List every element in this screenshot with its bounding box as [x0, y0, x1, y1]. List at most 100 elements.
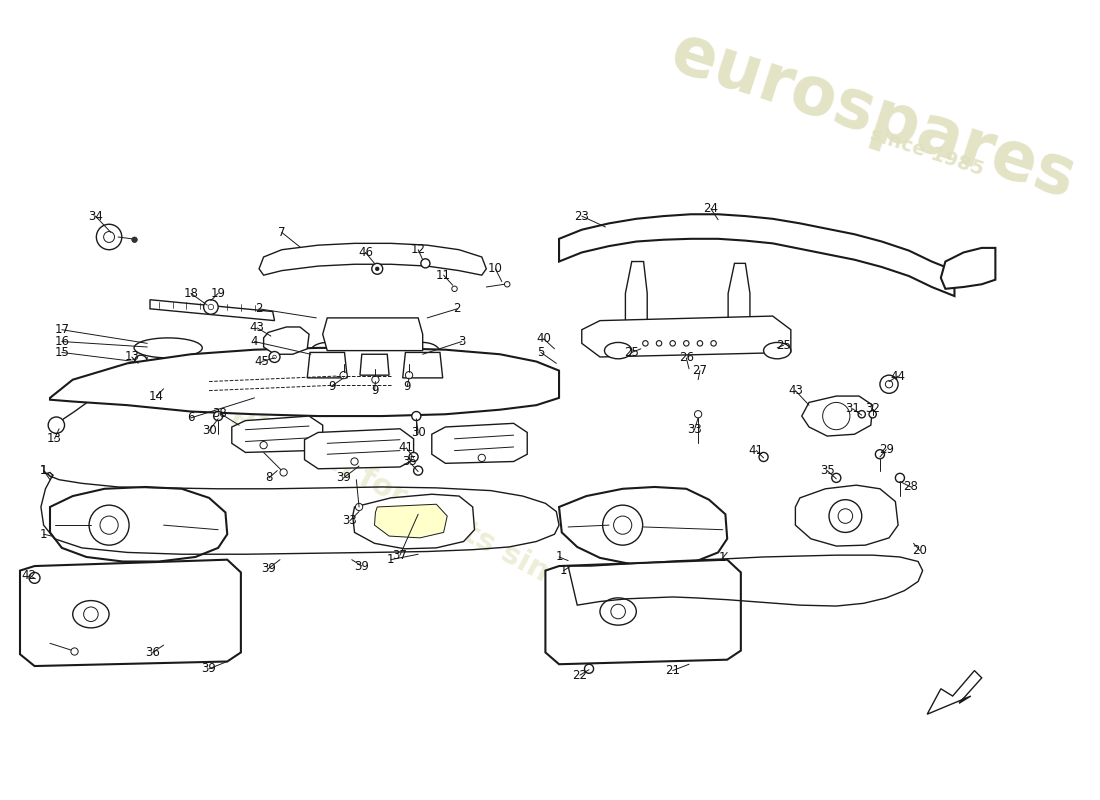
- Circle shape: [29, 573, 40, 583]
- Text: 12: 12: [410, 243, 426, 256]
- Text: 30: 30: [201, 424, 217, 437]
- Circle shape: [832, 474, 840, 482]
- Circle shape: [351, 458, 359, 465]
- Ellipse shape: [362, 347, 387, 362]
- Text: 43: 43: [250, 322, 265, 334]
- Circle shape: [204, 300, 218, 314]
- Text: 32: 32: [866, 402, 880, 415]
- Polygon shape: [232, 416, 322, 453]
- Ellipse shape: [360, 369, 389, 382]
- Circle shape: [584, 664, 594, 674]
- Circle shape: [84, 607, 98, 622]
- Text: 30: 30: [410, 426, 426, 439]
- Polygon shape: [20, 560, 241, 666]
- Ellipse shape: [310, 342, 344, 362]
- Polygon shape: [307, 353, 348, 378]
- Text: 8: 8: [265, 471, 273, 484]
- Circle shape: [100, 516, 118, 534]
- Text: 37: 37: [393, 549, 407, 562]
- Text: 1: 1: [560, 564, 568, 577]
- Polygon shape: [626, 262, 647, 325]
- Text: 14: 14: [148, 390, 164, 402]
- Circle shape: [421, 259, 430, 268]
- Text: 33: 33: [688, 423, 702, 436]
- Circle shape: [858, 410, 866, 418]
- Polygon shape: [322, 318, 422, 350]
- Polygon shape: [559, 487, 727, 565]
- Ellipse shape: [600, 598, 636, 625]
- Circle shape: [372, 263, 383, 274]
- Ellipse shape: [307, 370, 348, 386]
- Text: 39: 39: [261, 562, 276, 575]
- Text: 41: 41: [749, 444, 763, 457]
- Circle shape: [478, 454, 485, 462]
- Circle shape: [213, 411, 222, 421]
- Text: 9: 9: [404, 379, 411, 393]
- Text: 34: 34: [88, 210, 103, 222]
- Circle shape: [829, 500, 861, 533]
- Ellipse shape: [406, 342, 440, 362]
- Circle shape: [697, 341, 703, 346]
- Text: 1: 1: [719, 551, 726, 564]
- Circle shape: [97, 224, 122, 250]
- Circle shape: [759, 453, 768, 462]
- Text: 11: 11: [436, 269, 451, 282]
- Ellipse shape: [605, 342, 631, 358]
- Circle shape: [260, 442, 267, 449]
- Text: 33: 33: [342, 514, 358, 527]
- Text: 1: 1: [387, 553, 395, 566]
- Text: 1: 1: [40, 464, 47, 477]
- Text: 23: 23: [574, 210, 590, 222]
- Circle shape: [880, 375, 898, 394]
- Text: 35: 35: [402, 455, 417, 468]
- Circle shape: [89, 505, 129, 545]
- Polygon shape: [360, 354, 389, 375]
- Text: 3: 3: [458, 335, 465, 348]
- Text: 21: 21: [666, 664, 680, 677]
- Polygon shape: [305, 429, 414, 469]
- Ellipse shape: [134, 338, 202, 358]
- Polygon shape: [353, 494, 474, 549]
- Text: 27: 27: [692, 364, 707, 377]
- Text: 5: 5: [537, 346, 544, 359]
- Ellipse shape: [73, 601, 109, 628]
- Text: 10: 10: [488, 262, 503, 275]
- Circle shape: [406, 371, 412, 378]
- Text: eurospares: eurospares: [662, 19, 1084, 213]
- Text: 6: 6: [187, 411, 195, 424]
- Text: 26: 26: [679, 351, 694, 364]
- Text: 41: 41: [399, 442, 414, 454]
- Text: 25: 25: [777, 338, 791, 352]
- Text: 2: 2: [453, 302, 461, 315]
- Text: 17: 17: [54, 323, 69, 336]
- Polygon shape: [940, 248, 996, 289]
- Circle shape: [280, 469, 287, 476]
- Circle shape: [603, 505, 642, 545]
- Text: since 1985: since 1985: [868, 125, 987, 180]
- Ellipse shape: [763, 342, 791, 358]
- Polygon shape: [927, 670, 981, 714]
- Text: 19: 19: [211, 287, 226, 300]
- Text: 42: 42: [22, 569, 36, 582]
- Circle shape: [452, 286, 458, 291]
- Text: 44: 44: [891, 370, 905, 382]
- Circle shape: [103, 231, 114, 242]
- Text: 2: 2: [255, 302, 263, 315]
- Text: 45: 45: [254, 355, 270, 368]
- Text: 7: 7: [278, 226, 286, 239]
- Circle shape: [48, 417, 65, 434]
- Circle shape: [895, 474, 904, 482]
- Circle shape: [70, 648, 78, 655]
- Text: 18: 18: [184, 287, 198, 300]
- Polygon shape: [260, 243, 486, 275]
- Text: 1: 1: [40, 464, 47, 477]
- Circle shape: [823, 402, 850, 430]
- Text: 40: 40: [536, 332, 551, 346]
- Polygon shape: [432, 423, 527, 463]
- Circle shape: [208, 304, 213, 310]
- Circle shape: [340, 371, 348, 378]
- Circle shape: [134, 355, 147, 368]
- Circle shape: [838, 509, 853, 523]
- Polygon shape: [264, 327, 309, 354]
- Text: 4: 4: [251, 335, 258, 348]
